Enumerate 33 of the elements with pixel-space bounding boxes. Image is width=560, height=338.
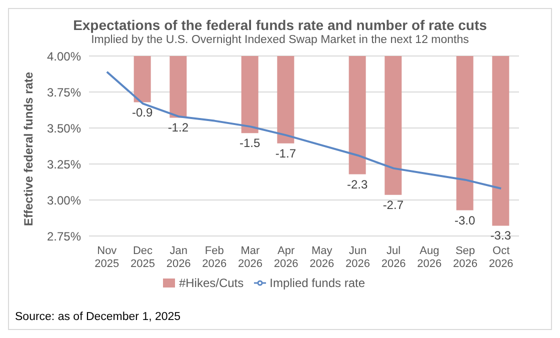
chart-title: Expectations of the federal funds rate and number of rate cuts (72, 17, 488, 33)
x-tick-label: Feb 2026 (202, 245, 227, 270)
data-label: -1.5 (239, 136, 260, 150)
x-tick-label: May 2026 (310, 245, 334, 270)
x-tick-label: Apr 2026 (274, 245, 298, 270)
x-tick-label: Jan 2026 (166, 245, 191, 270)
y-axis-title: Effective federal funds rate (21, 72, 36, 226)
y-tick-label: 4.00% (46, 49, 82, 64)
data-label: -3.0 (454, 213, 476, 228)
y-tick-label: 3.00% (46, 193, 82, 208)
data-label: -2.7 (382, 198, 404, 212)
y-tick-label: 3.75% (46, 85, 82, 100)
x-tick-label: Jun 2026 (346, 245, 370, 270)
data-label: -1.2 (168, 120, 189, 135)
x-tick-label: Aug 2026 (417, 245, 442, 270)
x-tick-label: Nov 2025 (94, 245, 120, 270)
legend-label: #Hikes/Cuts (178, 276, 244, 290)
x-tick-label: Oct 2026 (488, 245, 514, 270)
x-tick-label: Dec 2025 (130, 245, 155, 270)
source-note: Source: as of December 1, 2025 (15, 311, 181, 323)
line-series (106, 70, 502, 190)
x-tick-label: Sep 2026 (453, 245, 478, 270)
data-label: -3.3 (490, 228, 512, 243)
data-label: -0.9 (132, 105, 153, 120)
y-tick-label: 2.75% (46, 229, 82, 244)
data-label: -1.7 (275, 146, 296, 160)
chart-subtitle: Implied by the U.S. Overnight Indexed Swap Market in the next 12 months (90, 34, 470, 46)
legend-label: Implied funds rate (270, 276, 366, 290)
y-tick-label: 3.50% (46, 121, 82, 136)
x-tick-label: Jul 2026 (381, 245, 406, 270)
x-tick-label: Mar 2026 (238, 245, 262, 270)
data-label: -2.3 (346, 177, 368, 192)
y-tick-label: 3.25% (46, 157, 82, 172)
